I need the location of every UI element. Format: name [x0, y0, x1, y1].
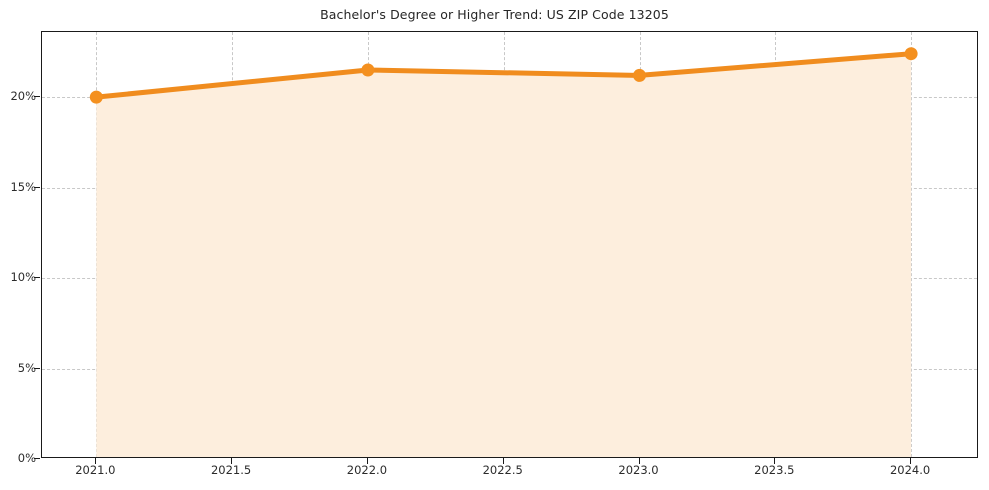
y-tick-mark [34, 96, 40, 98]
trend-line [93, 51, 914, 100]
y-tick-mark [34, 277, 40, 279]
x-tick-mark [910, 458, 912, 464]
x-tick-mark [231, 458, 233, 464]
chart-title: Bachelor's Degree or Higher Trend: US ZI… [320, 7, 669, 22]
y-tick-mark [34, 458, 40, 459]
y-axis-tick-labels: 0% 5% 10% 15% 20% [0, 0, 36, 490]
x-tick-label: 2021.5 [210, 463, 252, 477]
data-point-marker [361, 63, 375, 77]
y-tick-label: 0% [17, 451, 36, 465]
y-tick-label: 15% [10, 179, 36, 194]
x-tick-label: 2024.0 [889, 463, 931, 477]
x-tick-label: 2023.5 [754, 463, 795, 477]
plot-area [41, 31, 978, 458]
x-tick-mark [638, 458, 640, 464]
data-point-marker [633, 68, 647, 82]
series-area-line [89, 47, 918, 457]
area-fill [96, 53, 912, 457]
x-tick-mark [95, 458, 97, 464]
y-tick-mark [34, 186, 40, 188]
y-tick-mark [34, 367, 40, 369]
x-tick-label: 2022.5 [482, 463, 523, 477]
x-tick-mark [502, 458, 504, 464]
x-tick-label: 2021.0 [75, 463, 116, 477]
y-tick-label: 10% [10, 270, 36, 285]
y-tick-label: 5% [17, 360, 36, 375]
x-tick-label: 2023.0 [618, 463, 659, 477]
x-tick-mark [366, 458, 368, 464]
x-tick-mark [774, 458, 776, 464]
gridline-vertical [911, 32, 913, 457]
y-tick-label: 20% [10, 89, 36, 104]
x-tick-label: 2022.0 [346, 463, 388, 477]
data-point-marker [904, 47, 918, 61]
data-point-marker [89, 90, 103, 104]
